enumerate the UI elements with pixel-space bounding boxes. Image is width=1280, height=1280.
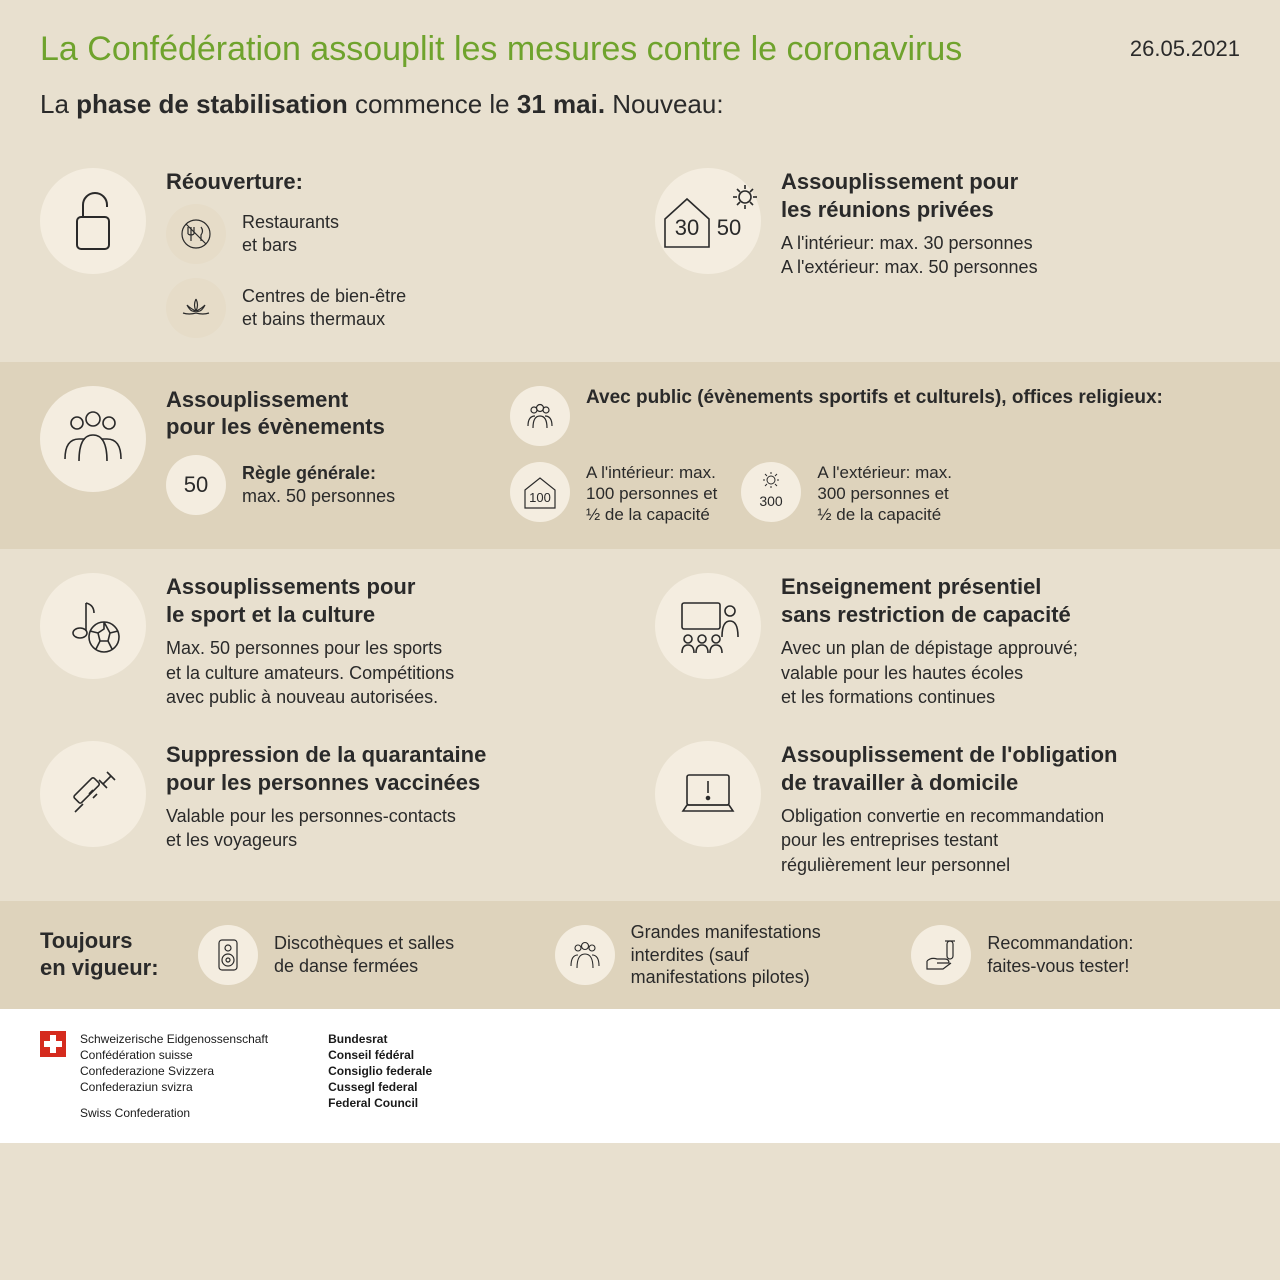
speaker-icon <box>198 925 258 985</box>
syringe-icon <box>40 741 146 847</box>
quarantine-heading: Suppression de la quarantaine pour les p… <box>166 741 486 796</box>
public-heading: Avec public (évènements sportifs et cult… <box>586 386 1163 411</box>
teaching-body: Avec un plan de dépistage approuvé; vala… <box>781 636 1078 709</box>
section-reopening-private: Réouverture: Restauran <box>0 144 1280 362</box>
section-events: Assouplissement pour les évènements 50 R… <box>0 362 1280 550</box>
padlock-open-icon <box>40 168 146 274</box>
general-rule-label: Règle générale: <box>242 462 395 485</box>
still-heading: Toujours en vigueur: <box>40 928 170 981</box>
wellness-label: Centres de bien-être et bains thermaux <box>242 285 406 330</box>
page-title: La Confédération assouplit les mesures c… <box>40 30 962 69</box>
homeoffice-heading: Assouplissement de l'obligation de trava… <box>781 741 1118 796</box>
section-quarantine-homeoffice: Suppression de la quarantaine pour les p… <box>0 733 1280 901</box>
gov-names: Schweizerische Eidgenossenschaft Confédé… <box>80 1031 268 1096</box>
large-events-label: Grandes manifestations interdites (sauf … <box>631 921 821 989</box>
page-date: 26.05.2021 <box>1130 36 1240 62</box>
subtitle: La phase de stabilisation commence le 31… <box>0 89 1280 144</box>
large-crowd-icon <box>555 925 615 985</box>
events-heading: Assouplissement pour les évènements <box>166 386 480 441</box>
test-label: Recommandation: faites-vous tester! <box>987 932 1133 977</box>
header: La Confédération assouplit les mesures c… <box>0 0 1280 89</box>
sun-300-icon: 300 <box>741 462 801 522</box>
reopening-heading: Réouverture: <box>166 168 625 196</box>
still-in-force: Toujours en vigueur: Discothèques et sal… <box>0 901 1280 1009</box>
outdoor-body: A l'extérieur: max. 300 personnes et ½ d… <box>817 462 952 526</box>
homeoffice-body: Obligation convertie en recommandation p… <box>781 804 1118 877</box>
gov-footer: Schweizerische Eidgenossenschaft Confédé… <box>0 1009 1280 1144</box>
sport-heading: Assouplissements pour le sport et la cul… <box>166 573 454 628</box>
quarantine-body: Valable pour les personnes-contacts et l… <box>166 804 486 853</box>
house-sun-icon: 30 50 <box>655 168 761 274</box>
sport-body: Max. 50 personnes pour les sports et la … <box>166 636 454 709</box>
council-names: BundesratConseil fédéralConsiglio federa… <box>328 1031 432 1112</box>
classroom-icon <box>655 573 761 679</box>
svg-text:30: 30 <box>675 215 699 240</box>
house-100-icon: 100 <box>510 462 570 522</box>
general-rule-body: max. 50 personnes <box>242 485 395 508</box>
disco-label: Discothèques et salles de danse fermées <box>274 932 454 977</box>
swiss-cross-icon <box>40 1031 66 1057</box>
indoor-body: A l'intérieur: max. 100 personnes et ½ d… <box>586 462 717 526</box>
crowd-icon <box>40 386 146 492</box>
private-body: A l'intérieur: max. 30 personnes A l'ext… <box>781 231 1038 280</box>
section-sport-teaching: Assouplissements pour le sport et la cul… <box>0 549 1280 733</box>
svg-text:50: 50 <box>717 215 741 240</box>
private-heading: Assouplissement pour les réunions privée… <box>781 168 1038 223</box>
fifty-badge-icon: 50 <box>166 455 226 515</box>
teaching-heading: Enseignement présentiel sans restriction… <box>781 573 1078 628</box>
music-football-icon <box>40 573 146 679</box>
gov-english: Swiss Confederation <box>80 1105 268 1121</box>
svg-text:300: 300 <box>760 493 784 509</box>
audience-icon <box>510 386 570 446</box>
restaurant-label: Restaurants et bars <box>242 211 339 256</box>
laptop-alert-icon <box>655 741 761 847</box>
test-tube-hand-icon <box>911 925 971 985</box>
restaurant-icon <box>166 204 226 264</box>
wellness-icon <box>166 278 226 338</box>
svg-text:100: 100 <box>529 490 551 505</box>
